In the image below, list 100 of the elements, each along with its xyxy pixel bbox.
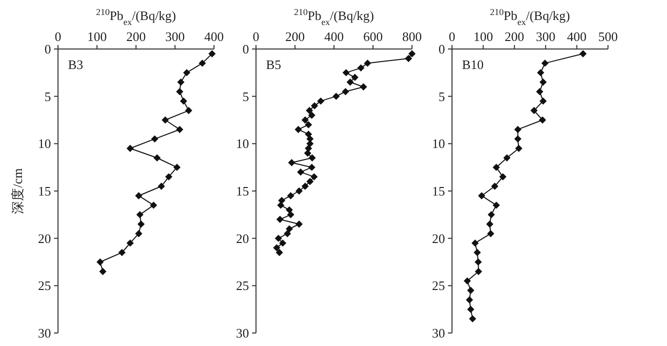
point [136, 211, 144, 218]
point [287, 192, 294, 200]
y-tick-label: 15 [432, 184, 445, 198]
point [180, 97, 188, 105]
point [287, 211, 294, 218]
y-tick-label: 20 [236, 230, 249, 246]
point [135, 192, 142, 200]
x-tick-label: 0 [252, 29, 260, 44]
point [538, 116, 546, 124]
y-tick-label: 0 [242, 42, 249, 56]
point [135, 230, 142, 238]
y-tick-label: 10 [236, 136, 249, 152]
y-tick-label: 5 [44, 88, 51, 104]
x-tick-label: 600 [363, 29, 383, 44]
point [464, 277, 471, 285]
y-tick-label: 0 [438, 42, 445, 56]
point [478, 192, 486, 200]
y-tick-label: 25 [38, 278, 51, 294]
point [360, 83, 368, 90]
x-tick-label: 400 [324, 29, 344, 44]
point [286, 206, 293, 214]
point [274, 234, 282, 242]
point [126, 239, 134, 247]
point [295, 220, 303, 228]
point [364, 60, 372, 67]
y-tick-label: 25 [236, 278, 249, 294]
point [137, 220, 145, 228]
point [491, 182, 498, 190]
point [99, 268, 106, 276]
point [277, 202, 284, 209]
point [304, 121, 312, 128]
point [346, 78, 354, 86]
point [153, 154, 161, 162]
point [471, 239, 479, 247]
point [177, 78, 184, 86]
point [351, 74, 358, 81]
x-axis-title: $^{210}$Pb$_{ex}$/(Bq/kg) [294, 7, 374, 27]
y-axis-title: 深度/cm [10, 168, 25, 214]
y-tick-label: 15 [236, 184, 249, 198]
x-tick-label: 300 [165, 29, 185, 44]
point [514, 135, 522, 143]
x-tick-label: 0 [448, 29, 456, 44]
point [342, 69, 350, 76]
point [310, 173, 318, 180]
point [273, 244, 280, 252]
point [357, 64, 365, 72]
x-tick-label: 200 [504, 29, 524, 44]
x-tick-label: 400 [204, 29, 224, 44]
point [173, 164, 181, 171]
x-tick-label: 0 [54, 29, 62, 44]
point [208, 50, 216, 58]
point [579, 50, 587, 58]
y-tick-label: 15 [38, 184, 51, 198]
point [515, 144, 522, 152]
point [176, 126, 184, 134]
point [297, 168, 304, 176]
point [308, 154, 316, 162]
y-tick-label: 30 [38, 326, 51, 340]
point [276, 216, 284, 223]
point [408, 50, 416, 58]
y-tick-label: 10 [38, 136, 51, 152]
y-tick-label: 30 [236, 326, 249, 340]
y-tick-label: 20 [432, 230, 445, 246]
point [162, 116, 169, 124]
text: B5 [266, 57, 282, 72]
y-tick-label: 10 [432, 136, 445, 152]
y-tick-label: 20 [38, 230, 51, 246]
point [308, 112, 316, 119]
point [288, 159, 296, 166]
point [541, 60, 549, 67]
point [276, 248, 283, 256]
point [492, 202, 500, 209]
point [474, 248, 481, 256]
point [165, 173, 172, 180]
text: B3 [68, 57, 84, 72]
point [96, 258, 104, 266]
point [150, 202, 158, 209]
point [540, 97, 547, 105]
point [499, 173, 506, 180]
point [284, 230, 291, 238]
point [474, 258, 482, 266]
point [503, 154, 511, 162]
point [474, 268, 482, 276]
point [185, 106, 192, 114]
point [304, 150, 312, 157]
x-tick-label: 100 [87, 29, 107, 44]
point [467, 286, 474, 294]
point [302, 116, 309, 124]
point [486, 220, 494, 228]
text: B10 [462, 57, 484, 72]
point [537, 69, 544, 76]
x-tick-label: 200 [285, 29, 305, 44]
x-tick-label: 400 [567, 29, 587, 44]
point [488, 211, 495, 218]
point [530, 106, 538, 114]
point [306, 178, 314, 186]
x-tick-label: 300 [536, 29, 556, 44]
x-axis-title: $^{210}$Pb$_{ex}$/(Bq/kg) [96, 7, 176, 27]
point [198, 60, 206, 67]
point [151, 135, 158, 143]
